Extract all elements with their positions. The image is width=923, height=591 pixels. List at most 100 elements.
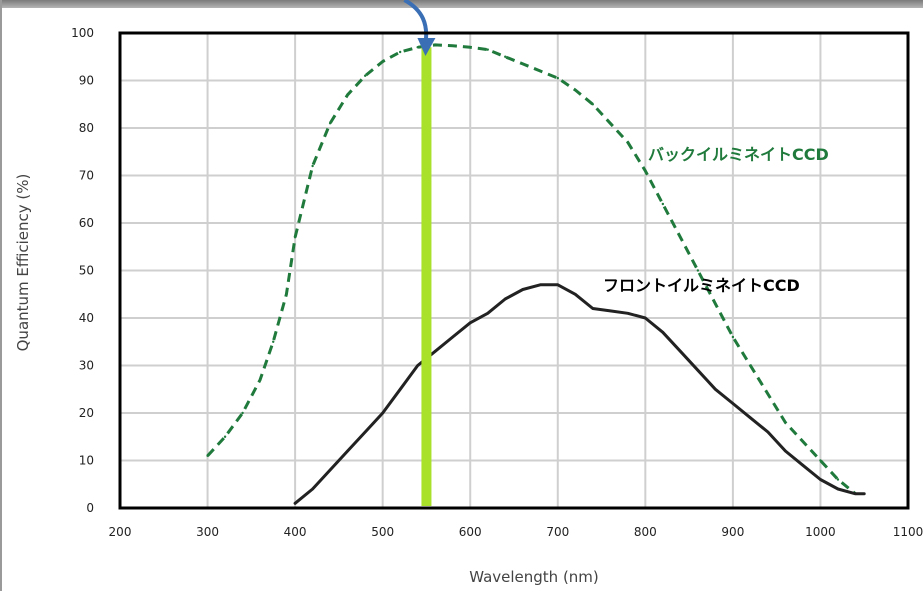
series-point [328, 122, 332, 125]
series-point [381, 411, 384, 415]
series-point [434, 350, 437, 353]
series-line-front-illuminated [293, 283, 866, 505]
x-tick-label: 700 [546, 525, 569, 539]
y-tick-labels: 0 10 20 30 40 50 60 70 80 90 100 [71, 26, 94, 515]
series-point [766, 392, 770, 396]
series-point [591, 103, 594, 106]
series-point [363, 430, 367, 434]
series-point [328, 468, 332, 472]
y-tick-label: 0 [86, 501, 94, 515]
series-label-front-illuminated: フロントイルミネイトCCD [603, 276, 800, 295]
series-point [539, 283, 542, 286]
x-tick-label: 1100 [893, 525, 923, 539]
x-tick-label: 800 [634, 525, 657, 539]
series-point [819, 459, 822, 462]
series-point [311, 164, 314, 168]
grid-lines [119, 32, 909, 509]
x-tick-label: 1000 [805, 525, 836, 539]
series-point [521, 62, 524, 66]
series-point [241, 411, 244, 415]
series-point [451, 335, 454, 339]
y-tick-label: 10 [79, 454, 94, 468]
series-point [311, 487, 314, 491]
series-point [486, 312, 489, 315]
y-tick-label: 70 [79, 169, 94, 183]
series-point [644, 316, 647, 320]
pointer-arrow-shaft [403, 0, 429, 45]
series-point [434, 43, 437, 47]
series-point [521, 288, 524, 291]
series-point [661, 331, 665, 334]
series-point [784, 421, 787, 424]
series-point [285, 293, 288, 296]
window-top-border [0, 0, 923, 8]
marker-layer [403, 0, 436, 506]
series-point [223, 435, 227, 438]
series-point [486, 48, 489, 51]
series-point [504, 297, 507, 301]
series-point [644, 169, 647, 172]
x-axis-label: Wavelength (nm) [469, 568, 599, 586]
series-point [574, 88, 577, 92]
y-tick-label: 100 [71, 26, 94, 40]
x-tick-label: 500 [371, 525, 394, 539]
series-point [696, 269, 700, 272]
series-point [784, 449, 787, 453]
x-tick-label: 400 [284, 525, 307, 539]
series-point [679, 236, 682, 239]
x-tick-label: 300 [196, 525, 219, 539]
series-point [398, 388, 402, 391]
x-tick-label: 900 [721, 525, 744, 539]
series-line-back-illuminated [206, 43, 857, 495]
series-point [766, 430, 770, 434]
series-point [819, 478, 822, 481]
series-point [346, 449, 349, 453]
x-tick-label: 200 [109, 525, 132, 539]
series-point [626, 141, 630, 144]
series-point [293, 502, 297, 505]
series-point [363, 74, 367, 77]
series-point [206, 454, 209, 457]
series-point [863, 492, 866, 495]
y-tick-label: 20 [79, 406, 94, 420]
series-point [749, 416, 752, 419]
y-axis-label: Quantum Efficiency (%) [14, 174, 32, 352]
y-tick-label: 40 [79, 311, 94, 325]
series-point [696, 369, 700, 372]
series-point [731, 402, 735, 405]
series-point [416, 364, 419, 367]
plot-border [118, 31, 910, 510]
series-point [539, 69, 542, 73]
series-point [609, 309, 612, 313]
y-tick-label: 80 [79, 121, 94, 135]
series-point [801, 440, 805, 443]
series-point [714, 302, 717, 305]
y-tick-label: 50 [79, 264, 94, 278]
series-point [504, 55, 507, 58]
series-point [714, 388, 717, 391]
series-point [801, 464, 805, 467]
series-point [626, 312, 630, 315]
series-point [556, 283, 559, 286]
series-label-back-illuminated: バックイルミネイトCCD [648, 145, 829, 164]
series-layer [206, 43, 866, 505]
y-tick-label: 90 [79, 74, 94, 88]
series-point [854, 492, 857, 495]
series-point [293, 236, 297, 239]
series-point [469, 46, 472, 49]
series-point [749, 364, 752, 367]
series-point [258, 378, 262, 381]
series-point [679, 350, 682, 353]
series-point [836, 478, 840, 481]
series-point [272, 340, 275, 343]
series-point [591, 307, 594, 310]
series-point [609, 122, 612, 125]
pointer-arrow-head [417, 38, 436, 56]
series-point [836, 487, 840, 491]
y-tick-label: 60 [79, 216, 94, 230]
series-point [574, 293, 577, 296]
series-point [661, 202, 665, 206]
x-tick-label: 600 [459, 525, 482, 539]
series-point [398, 50, 402, 54]
